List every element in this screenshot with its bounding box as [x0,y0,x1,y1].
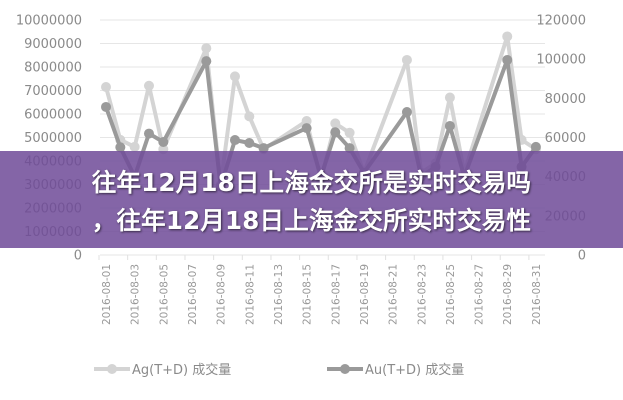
x-tick-label: 2016-08-13 [273,264,285,325]
headline-line-2: ，往年12月18日上海金交所实时交易性 [91,206,532,235]
x-tick-label: 2016-08-01 [101,264,113,325]
headline-line-1: 往年12月18日上海金交所是实时交易吗 [91,168,532,197]
x-tick-label: 2016-08-03 [130,264,142,325]
legend-label-ag: Ag(T+D) 成交量 [132,362,231,378]
legend-marker-ag [107,364,117,374]
y-left-tick-label: 8000000 [24,61,82,76]
data-point-au [115,142,126,153]
data-point-au [201,56,212,67]
data-point-ag [401,54,412,65]
legend-label-au: Au(T+D) 成交量 [365,362,464,378]
x-tick-label: 2016-08-19 [359,264,371,325]
x-tick-label: 2016-08-23 [416,264,428,325]
data-point-au [502,54,513,65]
data-point-ag [301,116,312,127]
data-point-ag [101,81,111,92]
data-point-au [444,120,455,131]
data-point-au [229,135,240,146]
data-point-ag [330,118,341,129]
y-left-tick-label: 0 [74,249,82,264]
data-point-au [330,127,341,138]
data-point-au [530,141,541,152]
x-tick-label: 2016-08-17 [330,264,342,325]
data-point-au [158,137,169,148]
data-point-au [258,143,269,154]
legend-marker-au [340,364,350,374]
x-tick-label: 2016-08-27 [474,264,486,325]
data-point-ag [444,92,455,103]
data-point-ag [502,31,513,42]
data-point-au [244,137,255,148]
y-right-tick-label: 100000 [536,53,586,68]
x-tick-label: 2016-08-21 [388,264,400,325]
y-left-tick-label: 9000000 [24,37,82,52]
y-right-tick-label: 120000 [536,14,586,29]
x-tick-label: 2016-08-15 [302,264,314,325]
x-tick-label: 2016-08-25 [445,264,457,325]
headline-banner: 往年12月18日上海金交所是实时交易吗 ，往年12月18日上海金交所实时交易性 [0,151,623,248]
x-tick-label: 2016-08-11 [244,264,256,325]
x-tick-label: 2016-08-29 [502,264,514,325]
y-left-tick-label: 7000000 [24,84,82,99]
y-right-tick-label: 60000 [545,131,586,146]
y-left-tick-label: 6000000 [24,108,82,123]
y-right-tick-label: 0 [578,249,586,264]
x-tick-label: 2016-08-07 [187,264,199,325]
data-point-au [401,107,412,118]
x-tick-label: 2016-08-09 [216,264,228,325]
x-tick-label: 2016-08-05 [158,264,170,325]
data-point-au [301,123,312,134]
data-point-au [101,101,111,112]
data-point-ag [229,71,240,82]
data-point-au [143,128,154,139]
data-point-ag [201,43,212,54]
y-left-tick-label: 10000000 [16,14,82,29]
y-right-tick-label: 80000 [545,92,586,107]
data-point-ag [143,80,154,91]
data-point-ag [344,127,355,138]
y-left-tick-label: 5000000 [24,131,82,146]
data-point-au [344,143,355,154]
data-point-ag [129,141,140,152]
x-tick-label: 2016-08-31 [531,264,543,325]
data-point-ag [244,111,255,122]
